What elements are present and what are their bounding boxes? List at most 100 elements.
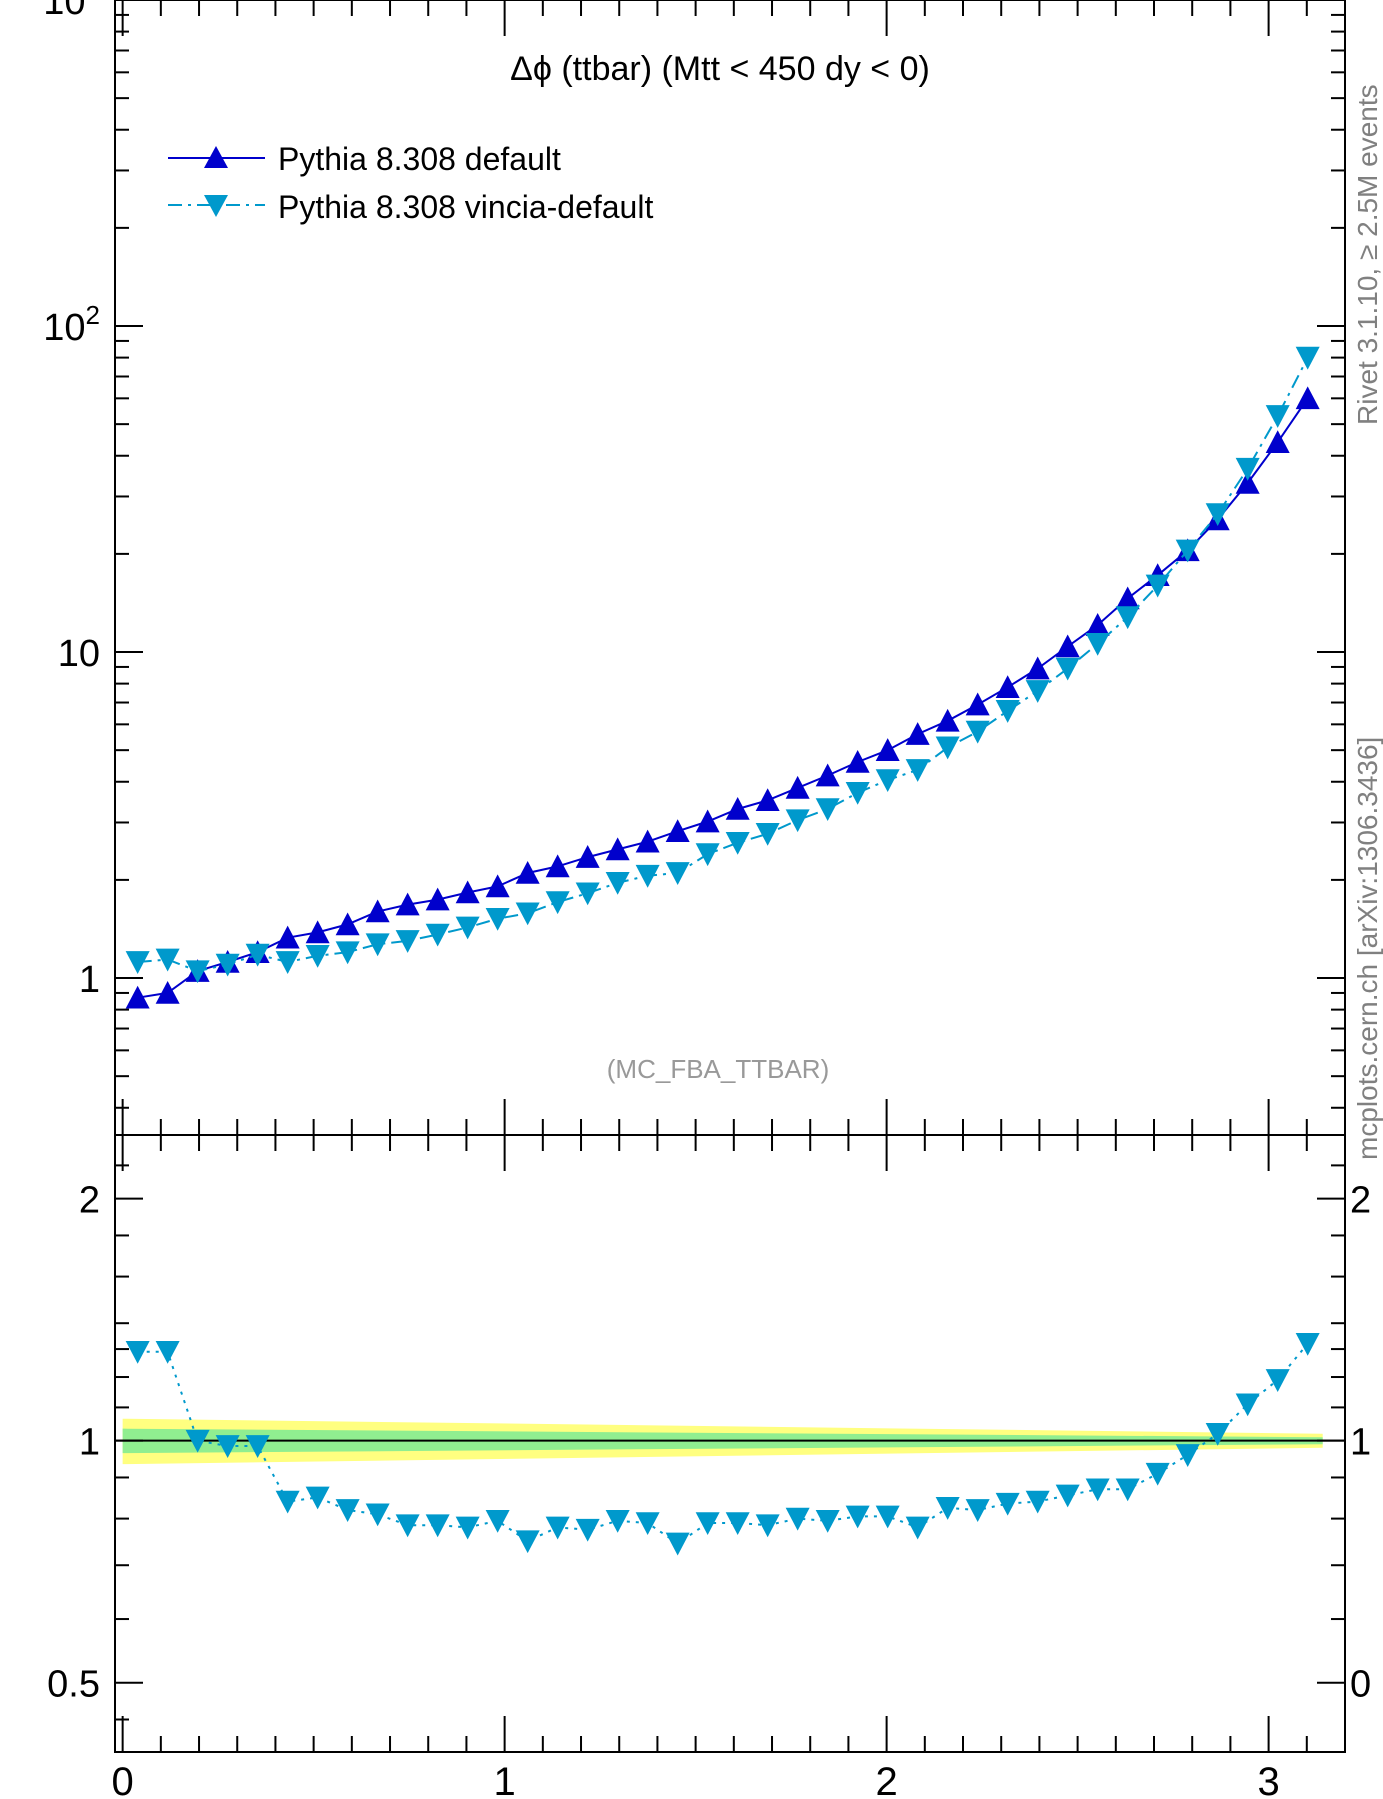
series-vincia-point — [365, 933, 390, 957]
series-vincia-point — [1295, 346, 1320, 370]
series-default-point — [755, 788, 780, 812]
ratio-vincia-point — [995, 1492, 1020, 1516]
main-series-layer — [125, 346, 1320, 1009]
series-vincia-point — [455, 916, 480, 940]
series-default-point — [935, 708, 960, 732]
series-vincia-point — [845, 781, 870, 805]
ratio-vincia-point — [545, 1516, 570, 1540]
ratio-y-tick-label-right: 1 — [1350, 1422, 1371, 1464]
series-default-point — [515, 860, 540, 884]
series-vincia-point — [1145, 574, 1170, 598]
ratio-vincia-point — [1115, 1478, 1140, 1502]
y-tick-label: 103 — [43, 0, 100, 23]
ratio-vincia-point — [275, 1490, 300, 1514]
series-default-line — [137, 397, 1309, 999]
ratio-vincia-point — [1025, 1490, 1050, 1514]
x-tick-labels: 0 1 2 3 — [112, 1760, 1280, 1799]
ratio-vincia-point — [185, 1429, 210, 1453]
series-default-point — [155, 980, 180, 1004]
series-vincia-point — [335, 941, 360, 965]
series-vincia-point — [1175, 539, 1200, 563]
series-vincia-point — [1025, 680, 1050, 703]
series-vincia-point — [155, 948, 180, 972]
ratio-vincia-point — [605, 1509, 630, 1533]
ratio-vincia-point — [1295, 1332, 1320, 1356]
series-vincia-point — [635, 864, 660, 888]
ratio-vincia-point — [305, 1486, 330, 1510]
series-default-point — [485, 874, 510, 898]
rivet-label: Rivet 3.1.10, ≥ 2.5M events — [1352, 84, 1383, 425]
series-default-point — [875, 738, 900, 761]
series-vincia-point — [215, 953, 240, 977]
ratio-panel: 2 1 0.5 2 1 0 0 1 2 3 — [47, 1134, 1371, 1799]
series-default-point — [365, 899, 390, 923]
ratio-vincia-point — [905, 1516, 930, 1540]
mcplots-label: mcplots.cern.ch [arXiv:1306.3436] — [1352, 737, 1383, 1160]
series-vincia-point — [515, 902, 540, 926]
series-vincia-point — [185, 960, 210, 984]
ratio-vincia-point — [455, 1516, 480, 1540]
series-vincia-point — [785, 809, 810, 833]
series-vincia-point — [1265, 405, 1290, 428]
series-default-point — [905, 722, 930, 745]
ratio-y-tick-label: 1 — [79, 1422, 100, 1464]
series-vincia-point — [695, 843, 720, 867]
series-default-point — [1115, 586, 1140, 610]
series-default-point — [605, 837, 630, 861]
ratio-vincia-point — [755, 1514, 780, 1538]
legend-label-default: Pythia 8.308 default — [278, 141, 561, 177]
legend-item-vincia: Pythia 8.308 vincia-default — [168, 189, 653, 225]
x-tick-label: 1 — [494, 1760, 516, 1799]
ratio-vincia-point — [215, 1435, 240, 1458]
series-vincia-point — [1085, 632, 1110, 656]
series-vincia-point — [575, 882, 600, 906]
series-vincia-point — [305, 945, 330, 968]
series-default-point — [995, 675, 1020, 698]
ratio-vincia-point — [965, 1499, 990, 1522]
series-vincia-point — [1055, 657, 1080, 681]
legend-label-vincia: Pythia 8.308 vincia-default — [278, 189, 653, 225]
ratio-vincia-point — [125, 1340, 150, 1364]
x-tick-label: 3 — [1257, 1760, 1279, 1799]
series-default-point — [305, 920, 330, 944]
ratio-vincia-point — [875, 1505, 900, 1529]
ratio-vincia-point — [1175, 1444, 1200, 1467]
ratio-vincia-point — [695, 1512, 720, 1535]
series-default-point — [125, 985, 150, 1009]
series-default-point — [965, 692, 990, 716]
series-vincia-point — [995, 700, 1020, 723]
ratio-vincia-point — [1085, 1478, 1110, 1502]
series-vincia-point — [245, 943, 270, 967]
y-tick-label: 102 — [43, 300, 100, 349]
series-default-point — [335, 912, 360, 936]
series-default-point — [665, 819, 690, 843]
ratio-vincia-point — [425, 1514, 450, 1538]
analysis-label: (MC_FBA_TTBAR) — [607, 1054, 829, 1084]
series-default-point — [815, 763, 840, 787]
series-vincia-point — [875, 769, 900, 792]
x-tick-label: 0 — [112, 1760, 134, 1799]
series-default-point — [1025, 656, 1050, 680]
series-default-point — [575, 845, 600, 868]
ratio-vincia-point — [635, 1512, 660, 1535]
series-default-point — [785, 775, 810, 799]
y-tick-label: 10 — [58, 633, 100, 675]
ratio-vincia-point — [1205, 1422, 1230, 1446]
series-vincia-point — [425, 923, 450, 947]
ratio-y-tick-label-right: 0 — [1350, 1664, 1371, 1706]
series-default-point — [1055, 634, 1080, 658]
series-vincia-point — [275, 951, 300, 974]
series-default-point — [395, 892, 420, 916]
series-default-point — [1235, 470, 1260, 494]
ratio-vincia-point — [1235, 1393, 1260, 1417]
ratio-y-tick-label-right: 2 — [1350, 1180, 1371, 1222]
series-vincia-point — [395, 930, 420, 953]
series-vincia-point — [965, 720, 990, 744]
series-vincia-point — [725, 831, 750, 855]
series-default-point — [635, 829, 660, 853]
series-vincia-point — [1235, 457, 1260, 481]
series-default-point — [545, 854, 570, 878]
series-vincia-point — [755, 822, 780, 846]
y-tick-label: 1 — [79, 959, 100, 1001]
series-default-point — [425, 887, 450, 911]
